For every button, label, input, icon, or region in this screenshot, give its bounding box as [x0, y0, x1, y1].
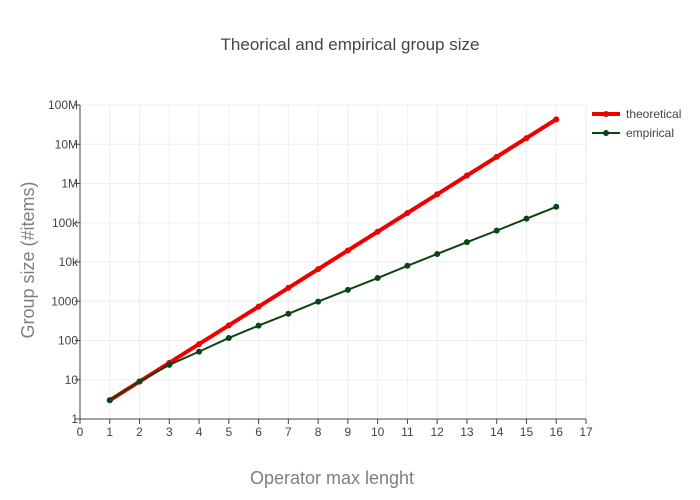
x-tick-label: 1 — [106, 425, 113, 439]
legend-swatch-marker — [603, 111, 609, 117]
data-point-theoretical — [553, 116, 560, 123]
y-tick-label: 10M — [55, 137, 78, 151]
y-tick-label: 100 — [58, 334, 78, 348]
x-tick-label: 12 — [430, 425, 444, 439]
x-tick-label: 0 — [77, 425, 84, 439]
series-theoretical — [106, 116, 560, 404]
x-tick-label: 10 — [371, 425, 385, 439]
grid — [80, 104, 587, 419]
data-point-empirical — [106, 397, 113, 404]
x-tick-label: 4 — [196, 425, 203, 439]
x-tick-label: 2 — [136, 425, 143, 439]
y-tick-label: 1 — [71, 412, 78, 426]
y-tick-label: 10k — [59, 255, 79, 269]
y-tick-label: 10 — [65, 373, 79, 387]
data-point-theoretical — [285, 284, 292, 291]
data-point-empirical — [404, 262, 411, 269]
data-point-theoretical — [196, 341, 203, 348]
data-point-empirical — [255, 322, 262, 329]
data-point-theoretical — [225, 322, 232, 329]
x-tick-label: 14 — [490, 425, 504, 439]
data-point-empirical — [225, 334, 232, 341]
legend-label: theoretical — [626, 107, 681, 121]
x-tick-label: 13 — [460, 425, 474, 439]
data-point-theoretical — [493, 153, 500, 160]
x-tick-label: 15 — [520, 425, 534, 439]
data-point-empirical — [344, 286, 351, 293]
y-tick-label: 1000 — [51, 294, 78, 308]
data-point-theoretical — [255, 303, 262, 310]
y-axis-title: Group size (#items) — [18, 181, 38, 338]
legend-label: empirical — [626, 126, 674, 140]
data-point-theoretical — [404, 210, 411, 217]
legend-swatch-marker — [603, 130, 609, 136]
x-tick-label: 16 — [550, 425, 564, 439]
x-tick-label: 3 — [166, 425, 173, 439]
x-tick-label: 7 — [285, 425, 292, 439]
series-line-theoretical — [108, 117, 558, 402]
axes: 0 1 2 3 4 5 6 7 8 9 10 11 12 13 14 15 16 17110100100010k1… — [48, 98, 593, 439]
y-tick-label: 100M — [48, 98, 78, 112]
data-point-empirical — [434, 250, 441, 257]
data-point-theoretical — [315, 266, 322, 273]
y-tick-label: 1M — [61, 177, 78, 191]
data-point-empirical — [196, 348, 203, 355]
data-point-empirical — [136, 378, 143, 385]
y-tick-label: 100k — [52, 216, 79, 230]
data-point-empirical — [285, 310, 292, 317]
legend-item-empirical[interactable]: empirical — [592, 126, 674, 140]
x-tick-label: 17 — [579, 425, 593, 439]
data-point-theoretical — [523, 135, 530, 142]
data-point-theoretical — [463, 172, 470, 179]
data-point-empirical — [315, 298, 322, 305]
data-point-theoretical — [374, 228, 381, 235]
x-tick-label: 6 — [255, 425, 262, 439]
data-point-empirical — [166, 361, 173, 368]
data-point-empirical — [374, 275, 381, 282]
data-point-theoretical — [344, 247, 351, 254]
x-tick-label: 8 — [315, 425, 322, 439]
series-line-empirical — [109, 205, 557, 402]
x-tick-label: 11 — [401, 425, 414, 439]
series-layer — [106, 116, 560, 404]
series-empirical — [106, 203, 560, 404]
legend[interactable]: theoretical empirical — [592, 107, 681, 140]
data-point-empirical — [463, 239, 470, 246]
data-point-theoretical — [434, 191, 441, 198]
data-point-empirical — [493, 227, 500, 234]
x-tick-label: 5 — [225, 425, 232, 439]
data-point-empirical — [523, 215, 530, 222]
chart-title: Theorical and empirical group size — [221, 35, 480, 54]
legend-item-theoretical[interactable]: theoretical — [592, 107, 681, 121]
x-axis-title: Operator max lenght — [250, 468, 414, 488]
data-point-empirical — [553, 203, 560, 210]
x-tick-label: 9 — [345, 425, 352, 439]
